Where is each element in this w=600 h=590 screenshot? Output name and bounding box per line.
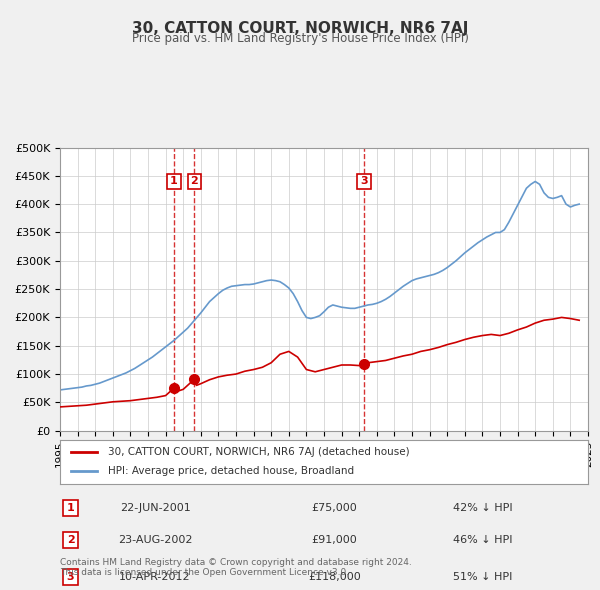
Text: 1: 1: [67, 503, 74, 513]
Text: £91,000: £91,000: [311, 535, 358, 545]
Text: 51% ↓ HPI: 51% ↓ HPI: [453, 572, 512, 582]
Text: 2: 2: [67, 535, 74, 545]
Text: 30, CATTON COURT, NORWICH, NR6 7AJ: 30, CATTON COURT, NORWICH, NR6 7AJ: [132, 21, 468, 35]
Text: HPI: Average price, detached house, Broadland: HPI: Average price, detached house, Broa…: [107, 467, 353, 476]
Text: 3: 3: [360, 176, 368, 186]
Text: £75,000: £75,000: [311, 503, 358, 513]
Text: 22-JUN-2001: 22-JUN-2001: [119, 503, 190, 513]
Text: 42% ↓ HPI: 42% ↓ HPI: [452, 503, 512, 513]
Text: 23-AUG-2002: 23-AUG-2002: [118, 535, 192, 545]
Text: Price paid vs. HM Land Registry's House Price Index (HPI): Price paid vs. HM Land Registry's House …: [131, 32, 469, 45]
Text: Contains HM Land Registry data © Crown copyright and database right 2024.
This d: Contains HM Land Registry data © Crown c…: [60, 558, 412, 577]
Text: 30, CATTON COURT, NORWICH, NR6 7AJ (detached house): 30, CATTON COURT, NORWICH, NR6 7AJ (deta…: [107, 447, 409, 457]
Text: 2: 2: [191, 176, 199, 186]
Text: £118,000: £118,000: [308, 572, 361, 582]
Text: 46% ↓ HPI: 46% ↓ HPI: [452, 535, 512, 545]
Text: 10-APR-2012: 10-APR-2012: [119, 572, 191, 582]
Text: 1: 1: [170, 176, 178, 186]
Text: 3: 3: [67, 572, 74, 582]
